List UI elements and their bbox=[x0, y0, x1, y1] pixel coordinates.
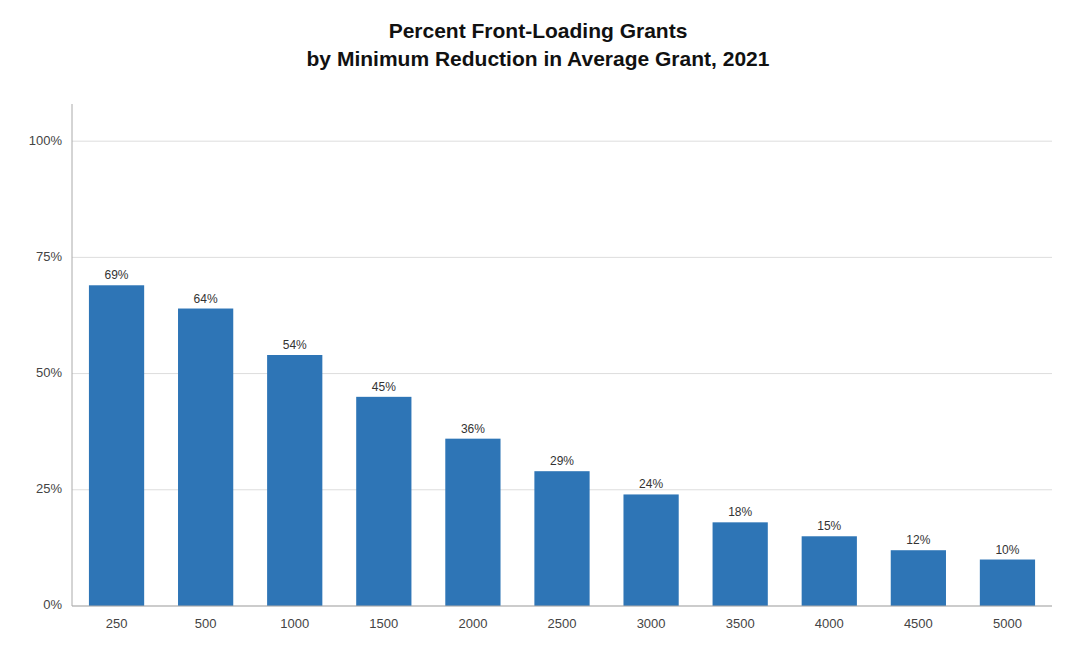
x-axis-line bbox=[72, 606, 1052, 607]
x-tick-label: 4500 bbox=[904, 616, 933, 631]
data-label: 54% bbox=[283, 338, 307, 352]
bar bbox=[445, 439, 500, 606]
grid-line bbox=[72, 141, 1052, 142]
bar bbox=[356, 397, 411, 606]
data-label: 18% bbox=[728, 505, 752, 519]
y-tick-label: 25% bbox=[36, 481, 62, 496]
x-tick-label: 4000 bbox=[815, 616, 844, 631]
data-label: 15% bbox=[817, 519, 841, 533]
bar bbox=[802, 536, 857, 606]
bar bbox=[623, 494, 678, 606]
data-label: 12% bbox=[906, 533, 930, 547]
x-tick-label: 3000 bbox=[637, 616, 666, 631]
bar bbox=[534, 471, 589, 606]
x-axis: 250 500 1000 1500 2000 2500 3000 3500 4000 4500 50… bbox=[72, 606, 1052, 631]
grid bbox=[72, 141, 1052, 606]
data-label: 64% bbox=[194, 292, 218, 306]
bar bbox=[713, 522, 768, 606]
y-tick-label: 50% bbox=[36, 365, 62, 380]
x-tick-label: 2000 bbox=[458, 616, 487, 631]
chart-svg: Percent Front-Loading Grants by Minimum R… bbox=[0, 0, 1076, 658]
bar bbox=[891, 550, 946, 606]
x-tick-label: 1500 bbox=[369, 616, 398, 631]
x-tick-label: 250 bbox=[106, 616, 128, 631]
bar bbox=[178, 309, 233, 606]
x-tick-label: 1000 bbox=[280, 616, 309, 631]
x-tick-label: 3500 bbox=[726, 616, 755, 631]
grid-line bbox=[72, 257, 1052, 258]
y-tick-label: 75% bbox=[36, 249, 62, 264]
bar bbox=[89, 285, 144, 606]
bars bbox=[89, 285, 1035, 606]
data-label: 45% bbox=[372, 380, 396, 394]
title: Percent Front-Loading Grants bbox=[389, 19, 688, 42]
y-axis-line bbox=[72, 104, 73, 606]
y-tick-label: 100% bbox=[29, 133, 63, 148]
y-axis: 0% 25% 50% 75% 100% bbox=[29, 104, 72, 612]
subtitle: by Minimum Reduction in Average Grant, 2… bbox=[307, 47, 770, 70]
data-label: 29% bbox=[550, 454, 574, 468]
data-labels: 69% 64% 54% 45% 36% 29% 24% 18% 15% 12% 10% bbox=[105, 268, 1020, 556]
grid-line bbox=[72, 606, 1052, 607]
bar bbox=[980, 560, 1035, 606]
data-label: 36% bbox=[461, 422, 485, 436]
x-tick-label: 500 bbox=[195, 616, 217, 631]
bar bbox=[267, 355, 322, 606]
data-label: 69% bbox=[105, 268, 129, 282]
chart-container: Percent Front-Loading Grants by Minimum R… bbox=[0, 0, 1076, 658]
x-tick-label: 5000 bbox=[993, 616, 1022, 631]
data-label: 24% bbox=[639, 477, 663, 491]
y-tick-label: 0% bbox=[43, 597, 62, 612]
x-tick-label: 2500 bbox=[548, 616, 577, 631]
data-label: 10% bbox=[995, 543, 1019, 557]
